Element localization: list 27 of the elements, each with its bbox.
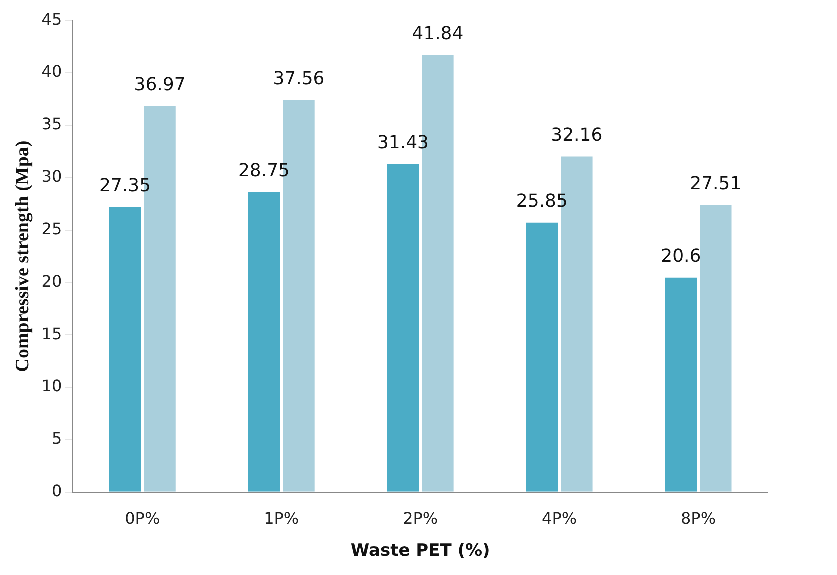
data-label: 25.85: [516, 191, 568, 212]
y-tick-label: 40: [42, 62, 62, 82]
y-tick-label: 5: [52, 429, 62, 448]
y-tick-label: 25: [42, 219, 62, 238]
data-label: 27.51: [690, 174, 742, 195]
x-tick-label: 8P%: [681, 509, 716, 528]
x-tick-label: 4P%: [542, 509, 578, 528]
x-axis-title: Waste PET (%): [350, 541, 490, 562]
y-tick-label: 35: [42, 114, 62, 134]
data-label: 27.35: [100, 175, 152, 196]
y-axis-title: Compressive strength (Mpa): [12, 140, 34, 372]
y-tick-label: 10: [42, 376, 62, 396]
data-label: 32.16: [551, 124, 603, 146]
y-tick-label: 0: [52, 482, 62, 501]
y-tick-label: 45: [42, 10, 62, 29]
x-tick-label: 0P%: [125, 509, 160, 528]
x-tick-label: 2P%: [403, 509, 438, 528]
y-tick-label: 15: [42, 324, 62, 344]
data-label: 31.43: [377, 132, 429, 154]
data-label: 28.75: [238, 160, 290, 182]
data-label: 41.84: [412, 23, 464, 44]
x-tick-label: 1P%: [264, 509, 300, 528]
data-label: 36.97: [134, 74, 186, 96]
data-label: 20.6: [661, 246, 702, 268]
y-tick-label: 20: [42, 272, 62, 291]
data-label: 37.56: [273, 68, 325, 90]
y-tick-label: 30: [42, 167, 62, 186]
